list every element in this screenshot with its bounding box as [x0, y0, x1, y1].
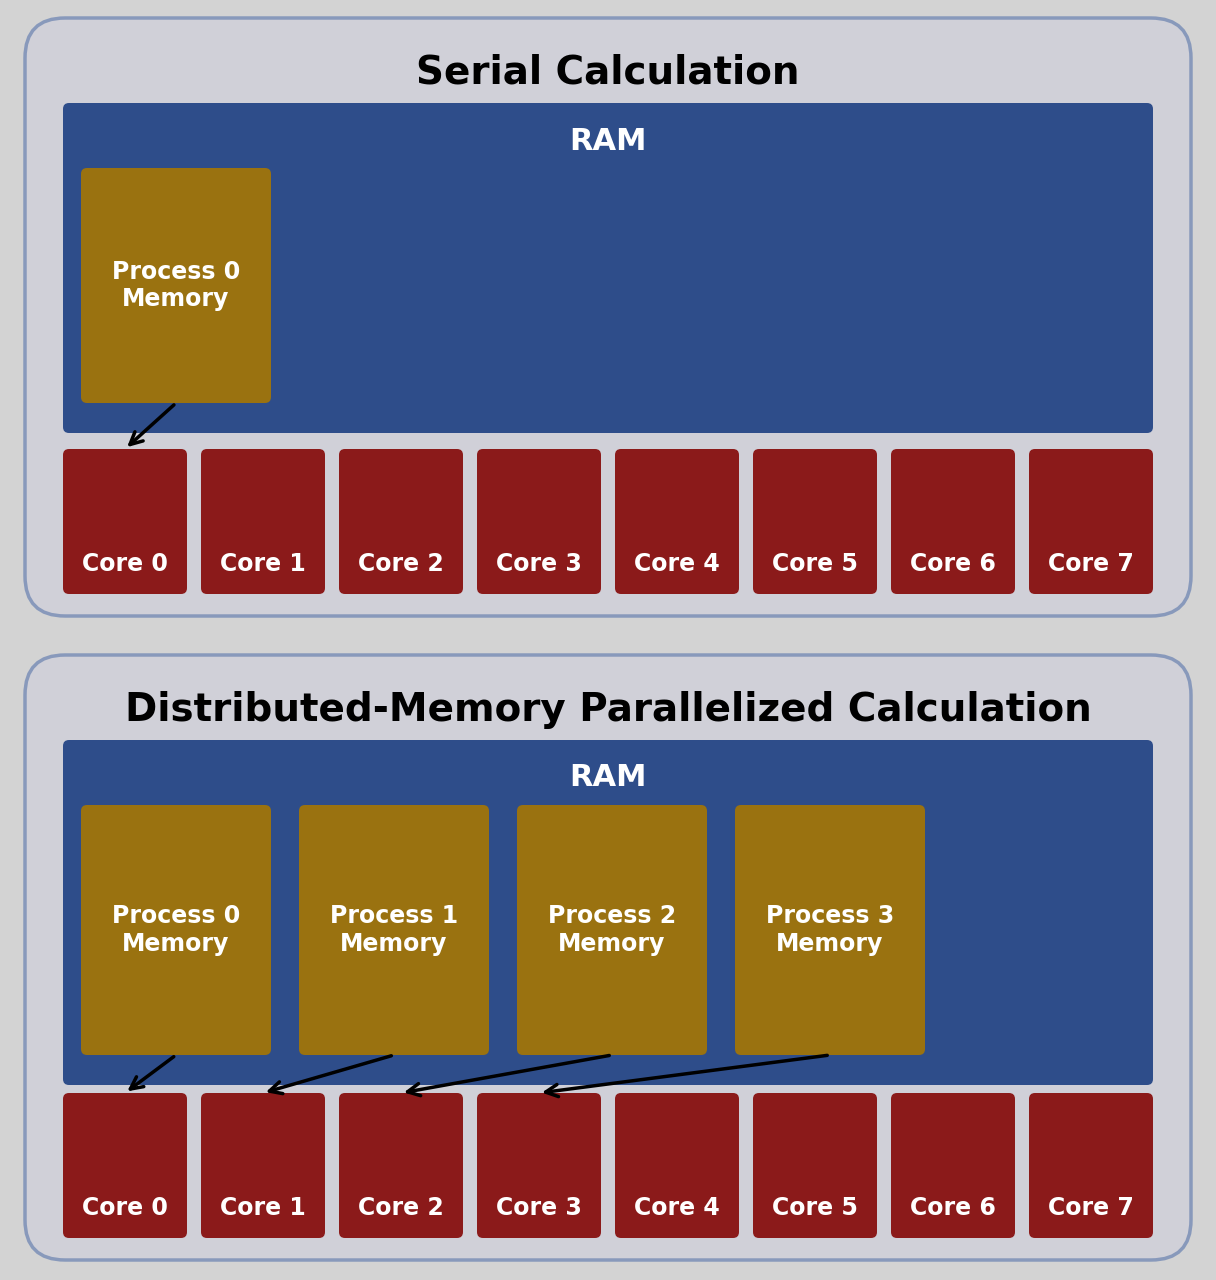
Text: Process 0
Memory: Process 0 Memory: [112, 904, 240, 956]
FancyBboxPatch shape: [339, 1093, 463, 1238]
Text: Core 3: Core 3: [496, 1196, 582, 1220]
FancyBboxPatch shape: [63, 740, 1153, 1085]
FancyBboxPatch shape: [81, 168, 271, 403]
FancyBboxPatch shape: [201, 449, 325, 594]
Text: Core 1: Core 1: [220, 1196, 306, 1220]
Text: Core 5: Core 5: [772, 1196, 858, 1220]
Text: Core 6: Core 6: [910, 552, 996, 576]
Text: Core 1: Core 1: [220, 552, 306, 576]
Text: Core 6: Core 6: [910, 1196, 996, 1220]
FancyBboxPatch shape: [477, 449, 601, 594]
Text: Serial Calculation: Serial Calculation: [416, 54, 800, 92]
FancyBboxPatch shape: [1029, 1093, 1153, 1238]
Text: Process 1
Memory: Process 1 Memory: [330, 904, 458, 956]
FancyBboxPatch shape: [891, 1093, 1015, 1238]
Text: Core 7: Core 7: [1048, 1196, 1135, 1220]
Text: Core 7: Core 7: [1048, 552, 1135, 576]
FancyBboxPatch shape: [477, 1093, 601, 1238]
Text: Core 0: Core 0: [81, 552, 168, 576]
Text: Distributed-Memory Parallelized Calculation: Distributed-Memory Parallelized Calculat…: [124, 691, 1092, 730]
FancyBboxPatch shape: [339, 449, 463, 594]
FancyBboxPatch shape: [753, 1093, 877, 1238]
FancyBboxPatch shape: [63, 1093, 187, 1238]
Text: Core 4: Core 4: [634, 552, 720, 576]
FancyBboxPatch shape: [753, 449, 877, 594]
Text: Core 0: Core 0: [81, 1196, 168, 1220]
FancyBboxPatch shape: [1029, 449, 1153, 594]
FancyBboxPatch shape: [299, 805, 489, 1055]
FancyBboxPatch shape: [891, 449, 1015, 594]
Text: RAM: RAM: [569, 763, 647, 792]
FancyBboxPatch shape: [615, 449, 739, 594]
FancyBboxPatch shape: [615, 1093, 739, 1238]
FancyBboxPatch shape: [734, 805, 925, 1055]
Text: Core 2: Core 2: [359, 1196, 444, 1220]
FancyBboxPatch shape: [63, 449, 187, 594]
Text: RAM: RAM: [569, 127, 647, 155]
Text: Process 2
Memory: Process 2 Memory: [548, 904, 676, 956]
FancyBboxPatch shape: [26, 655, 1190, 1260]
FancyBboxPatch shape: [81, 805, 271, 1055]
FancyBboxPatch shape: [517, 805, 706, 1055]
Text: Core 3: Core 3: [496, 552, 582, 576]
Text: Process 3
Memory: Process 3 Memory: [766, 904, 894, 956]
Text: Core 4: Core 4: [634, 1196, 720, 1220]
Text: Core 2: Core 2: [359, 552, 444, 576]
Text: Process 0
Memory: Process 0 Memory: [112, 260, 240, 311]
FancyBboxPatch shape: [26, 18, 1190, 616]
FancyBboxPatch shape: [63, 102, 1153, 433]
Text: Core 5: Core 5: [772, 552, 858, 576]
FancyBboxPatch shape: [201, 1093, 325, 1238]
